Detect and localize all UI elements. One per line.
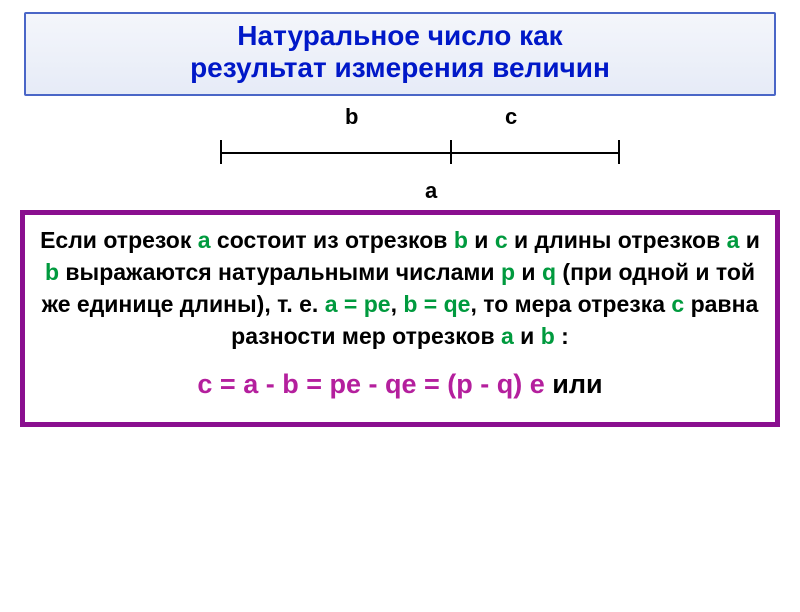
var-b: b [454, 227, 468, 253]
title-line-2: результат измерения величин [36, 52, 764, 84]
text: и длины отрезков [508, 227, 727, 253]
segment-diagram: b c a [140, 104, 660, 204]
eq-b-qe: b = qе [403, 291, 470, 317]
text: состоит из отрезков [211, 227, 454, 253]
tick-left [220, 140, 222, 164]
text: и [514, 323, 541, 349]
equation-formula: с = a - b = pe - qe = (p - q) e [197, 369, 544, 399]
var-a: а [198, 227, 211, 253]
label-c: c [505, 104, 517, 130]
var-p: р [501, 259, 515, 285]
eq-a-pe: а = ре [325, 291, 391, 317]
text: и [739, 227, 760, 253]
label-b: b [345, 104, 358, 130]
title-banner: Натуральное число как результат измерени… [24, 12, 776, 96]
text: и [515, 259, 542, 285]
theorem-box: Если отрезок а состоит из отрезков b и с… [20, 210, 780, 426]
tick-right [618, 140, 620, 164]
var-b: b [45, 259, 59, 285]
text: и [468, 227, 495, 253]
text: , [391, 291, 404, 317]
text: , то мера отрезка [470, 291, 671, 317]
text: выражаются натуральными числами [59, 259, 501, 285]
tick-middle [450, 140, 452, 164]
equation-line: с = a - b = pe - qe = (p - q) e или [37, 366, 763, 403]
var-a: а [727, 227, 740, 253]
equation-tail: или [545, 369, 603, 399]
var-q: q [542, 259, 556, 285]
var-c: с [495, 227, 508, 253]
segment-line [220, 152, 620, 154]
var-b: b [541, 323, 555, 349]
label-a: a [425, 178, 437, 204]
title-line-1: Натуральное число как [36, 20, 764, 52]
text: Если отрезок [40, 227, 198, 253]
var-c: с [671, 291, 684, 317]
theorem-text: Если отрезок а состоит из отрезков b и с… [37, 225, 763, 352]
text: : [555, 323, 569, 349]
var-a: а [501, 323, 514, 349]
